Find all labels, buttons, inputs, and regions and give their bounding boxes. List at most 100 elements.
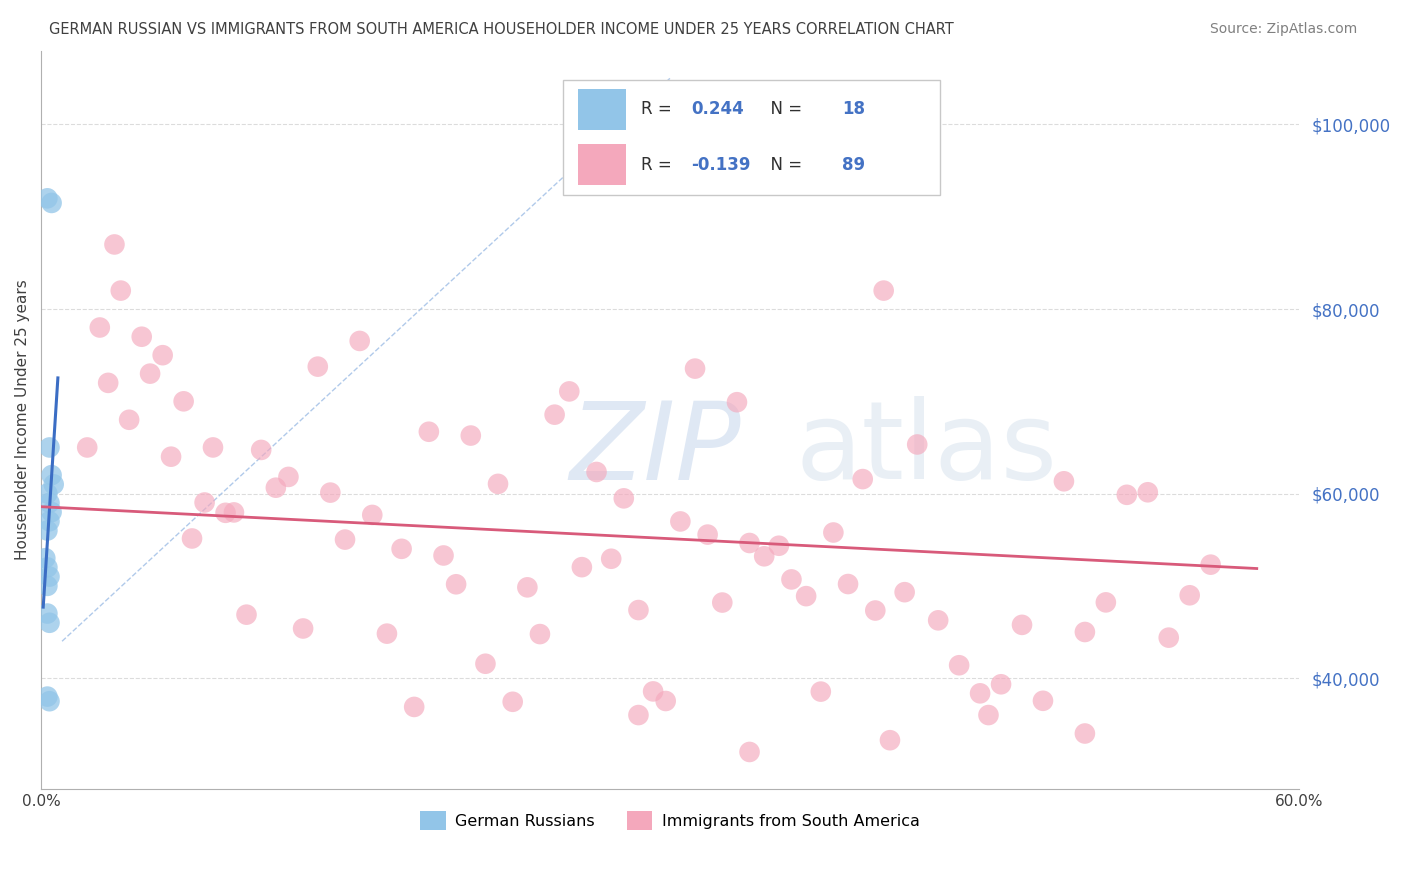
Point — [865, 603, 887, 617]
Point — [780, 573, 803, 587]
Point — [643, 684, 665, 698]
Point — [879, 733, 901, 747]
Point — [990, 677, 1012, 691]
Text: N =: N = — [761, 101, 808, 119]
Point — [404, 700, 426, 714]
Point — [110, 284, 132, 298]
Text: 89: 89 — [842, 156, 865, 174]
Point — [37, 191, 59, 205]
Text: 18: 18 — [842, 101, 865, 119]
Point — [37, 579, 59, 593]
Point — [893, 585, 915, 599]
Point — [654, 694, 676, 708]
Point — [977, 708, 1000, 723]
Point — [173, 394, 195, 409]
Point — [1074, 726, 1097, 740]
Point — [1053, 475, 1076, 489]
Point — [38, 694, 60, 708]
Point — [37, 524, 59, 538]
Point — [181, 532, 204, 546]
Point — [42, 477, 65, 491]
Point — [131, 329, 153, 343]
Y-axis label: Householder Income Under 25 years: Householder Income Under 25 years — [15, 279, 30, 560]
Point — [37, 690, 59, 704]
Point — [41, 505, 63, 519]
Point — [391, 541, 413, 556]
Point — [571, 560, 593, 574]
Text: N =: N = — [761, 156, 808, 174]
Point — [333, 533, 356, 547]
Point — [738, 745, 761, 759]
Point — [1032, 694, 1054, 708]
Point — [250, 442, 273, 457]
Point — [852, 472, 875, 486]
Point — [627, 603, 650, 617]
Legend: German Russians, Immigrants from South America: German Russians, Immigrants from South A… — [413, 805, 927, 837]
Text: atlas: atlas — [796, 396, 1057, 502]
Point — [543, 408, 565, 422]
Point — [264, 481, 287, 495]
Point — [1157, 631, 1180, 645]
Point — [38, 496, 60, 510]
Point — [837, 577, 859, 591]
Point — [683, 361, 706, 376]
Point — [711, 596, 734, 610]
FancyBboxPatch shape — [562, 80, 941, 194]
Point — [432, 549, 454, 563]
Point — [235, 607, 257, 622]
Point — [516, 580, 538, 594]
Text: R =: R = — [641, 101, 676, 119]
Point — [1178, 588, 1201, 602]
Point — [41, 468, 63, 483]
Point — [103, 237, 125, 252]
Point — [34, 551, 56, 566]
Point — [160, 450, 183, 464]
Point — [600, 551, 623, 566]
Point — [38, 441, 60, 455]
Point — [1074, 625, 1097, 640]
Point — [1095, 595, 1118, 609]
Point — [627, 708, 650, 723]
Point — [89, 320, 111, 334]
Point — [1136, 485, 1159, 500]
Point — [529, 627, 551, 641]
Point — [37, 486, 59, 500]
Text: ZIP: ZIP — [569, 397, 741, 502]
Point — [502, 695, 524, 709]
Point — [292, 622, 315, 636]
Point — [444, 577, 467, 591]
Point — [474, 657, 496, 671]
Point — [97, 376, 120, 390]
Point — [38, 514, 60, 528]
Point — [222, 505, 245, 519]
Point — [794, 589, 817, 603]
FancyBboxPatch shape — [578, 145, 626, 185]
Point — [319, 485, 342, 500]
Point — [585, 465, 607, 479]
Point — [486, 476, 509, 491]
Point — [460, 428, 482, 442]
Point — [152, 348, 174, 362]
Point — [375, 626, 398, 640]
Point — [1199, 558, 1222, 572]
Text: R =: R = — [641, 156, 676, 174]
Point — [823, 525, 845, 540]
Point — [307, 359, 329, 374]
Point — [969, 686, 991, 700]
Text: GERMAN RUSSIAN VS IMMIGRANTS FROM SOUTH AMERICA HOUSEHOLDER INCOME UNDER 25 YEAR: GERMAN RUSSIAN VS IMMIGRANTS FROM SOUTH … — [49, 22, 953, 37]
Point — [905, 437, 928, 451]
Point — [214, 506, 236, 520]
Text: 0.244: 0.244 — [692, 101, 744, 119]
Point — [277, 470, 299, 484]
Point — [754, 549, 776, 564]
Point — [118, 413, 141, 427]
Point — [38, 569, 60, 583]
Text: -0.139: -0.139 — [692, 156, 751, 174]
Point — [927, 613, 949, 627]
Point — [738, 536, 761, 550]
FancyBboxPatch shape — [578, 89, 626, 129]
Point — [41, 196, 63, 211]
Text: Source: ZipAtlas.com: Source: ZipAtlas.com — [1209, 22, 1357, 37]
Point — [1115, 488, 1137, 502]
Point — [194, 495, 217, 509]
